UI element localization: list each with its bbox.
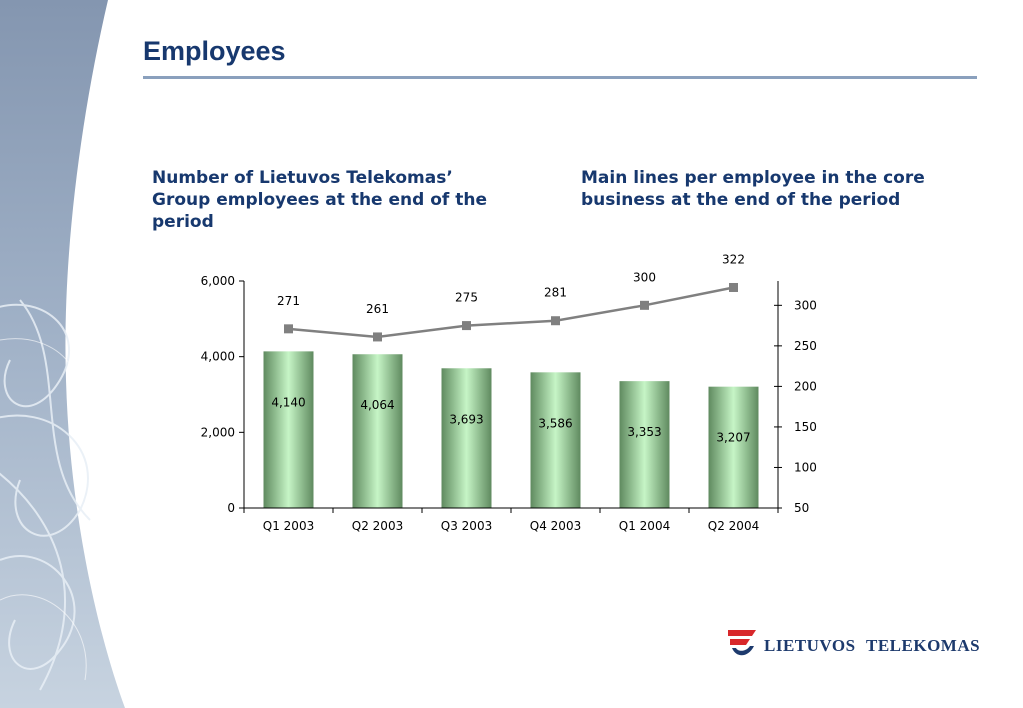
x-tick-label: Q2 2004	[708, 519, 759, 533]
bar	[619, 381, 670, 508]
x-tick-label: Q2 2003	[352, 519, 403, 533]
bar-value-label: 4,140	[271, 395, 305, 409]
right-y-tick-label: 250	[794, 339, 817, 353]
line-value-label: 261	[366, 302, 389, 316]
bar	[352, 354, 403, 508]
right-y-tick-label: 50	[794, 501, 809, 515]
right-y-tick-label: 300	[794, 298, 817, 312]
line-point-marker	[462, 321, 471, 331]
bar-value-label: 3,586	[538, 416, 572, 430]
line-value-label: 281	[544, 286, 567, 300]
page-title: Employees	[143, 36, 286, 66]
x-tick-label: Q3 2003	[441, 519, 492, 533]
bar	[530, 372, 581, 508]
bar	[708, 386, 759, 508]
bar	[441, 368, 492, 508]
title-divider	[143, 76, 977, 79]
bar-value-label: 4,064	[360, 398, 394, 412]
bar-chart-subtitle: Number of Lietuvos Telekomas’ Group empl…	[152, 168, 487, 232]
logo-mark-icon	[728, 630, 756, 656]
line-point-marker	[551, 316, 560, 326]
bar-value-label: 3,207	[716, 431, 750, 445]
x-tick-label: Q1 2004	[619, 519, 670, 533]
line-value-label: 271	[277, 294, 300, 308]
right-y-tick-label: 150	[794, 420, 817, 434]
bar-value-label: 3,353	[627, 425, 661, 439]
lietuvos-telekomas-logo: LIETUVOS TELEKOMAS	[726, 626, 1006, 662]
bar-value-label: 3,693	[449, 412, 483, 426]
line-point-marker	[373, 332, 382, 342]
right-y-tick-label: 100	[794, 460, 817, 474]
bar	[263, 351, 314, 508]
logo-word-telekomas: TELEKOMAS	[865, 636, 981, 655]
line-point-marker	[729, 282, 738, 292]
left-y-tick-label: 0	[227, 501, 235, 515]
line-value-label: 322	[722, 252, 745, 266]
left-y-tick-label: 2,000	[201, 425, 235, 439]
main-lines-per-employee-line	[288, 286, 734, 339]
x-tick-label: Q4 2003	[530, 519, 581, 533]
line-value-label: 275	[455, 291, 478, 305]
x-tick-label: Q1 2003	[263, 519, 314, 533]
line-value-label: 300	[633, 270, 656, 284]
line-point-marker	[640, 300, 649, 310]
logo-word-lietuvos: LIETUVOS	[764, 636, 856, 655]
left-y-tick-label: 4,000	[201, 350, 235, 364]
logo-wordmark: LIETUVOS TELEKOMAS	[764, 636, 986, 656]
left-y-tick-label: 6,000	[201, 274, 235, 288]
left-decorative-panel	[0, 0, 125, 708]
line-chart-subtitle: Main lines per employee in the core busi…	[581, 168, 925, 210]
right-y-tick-label: 200	[794, 379, 817, 393]
line-point-marker	[284, 324, 293, 334]
